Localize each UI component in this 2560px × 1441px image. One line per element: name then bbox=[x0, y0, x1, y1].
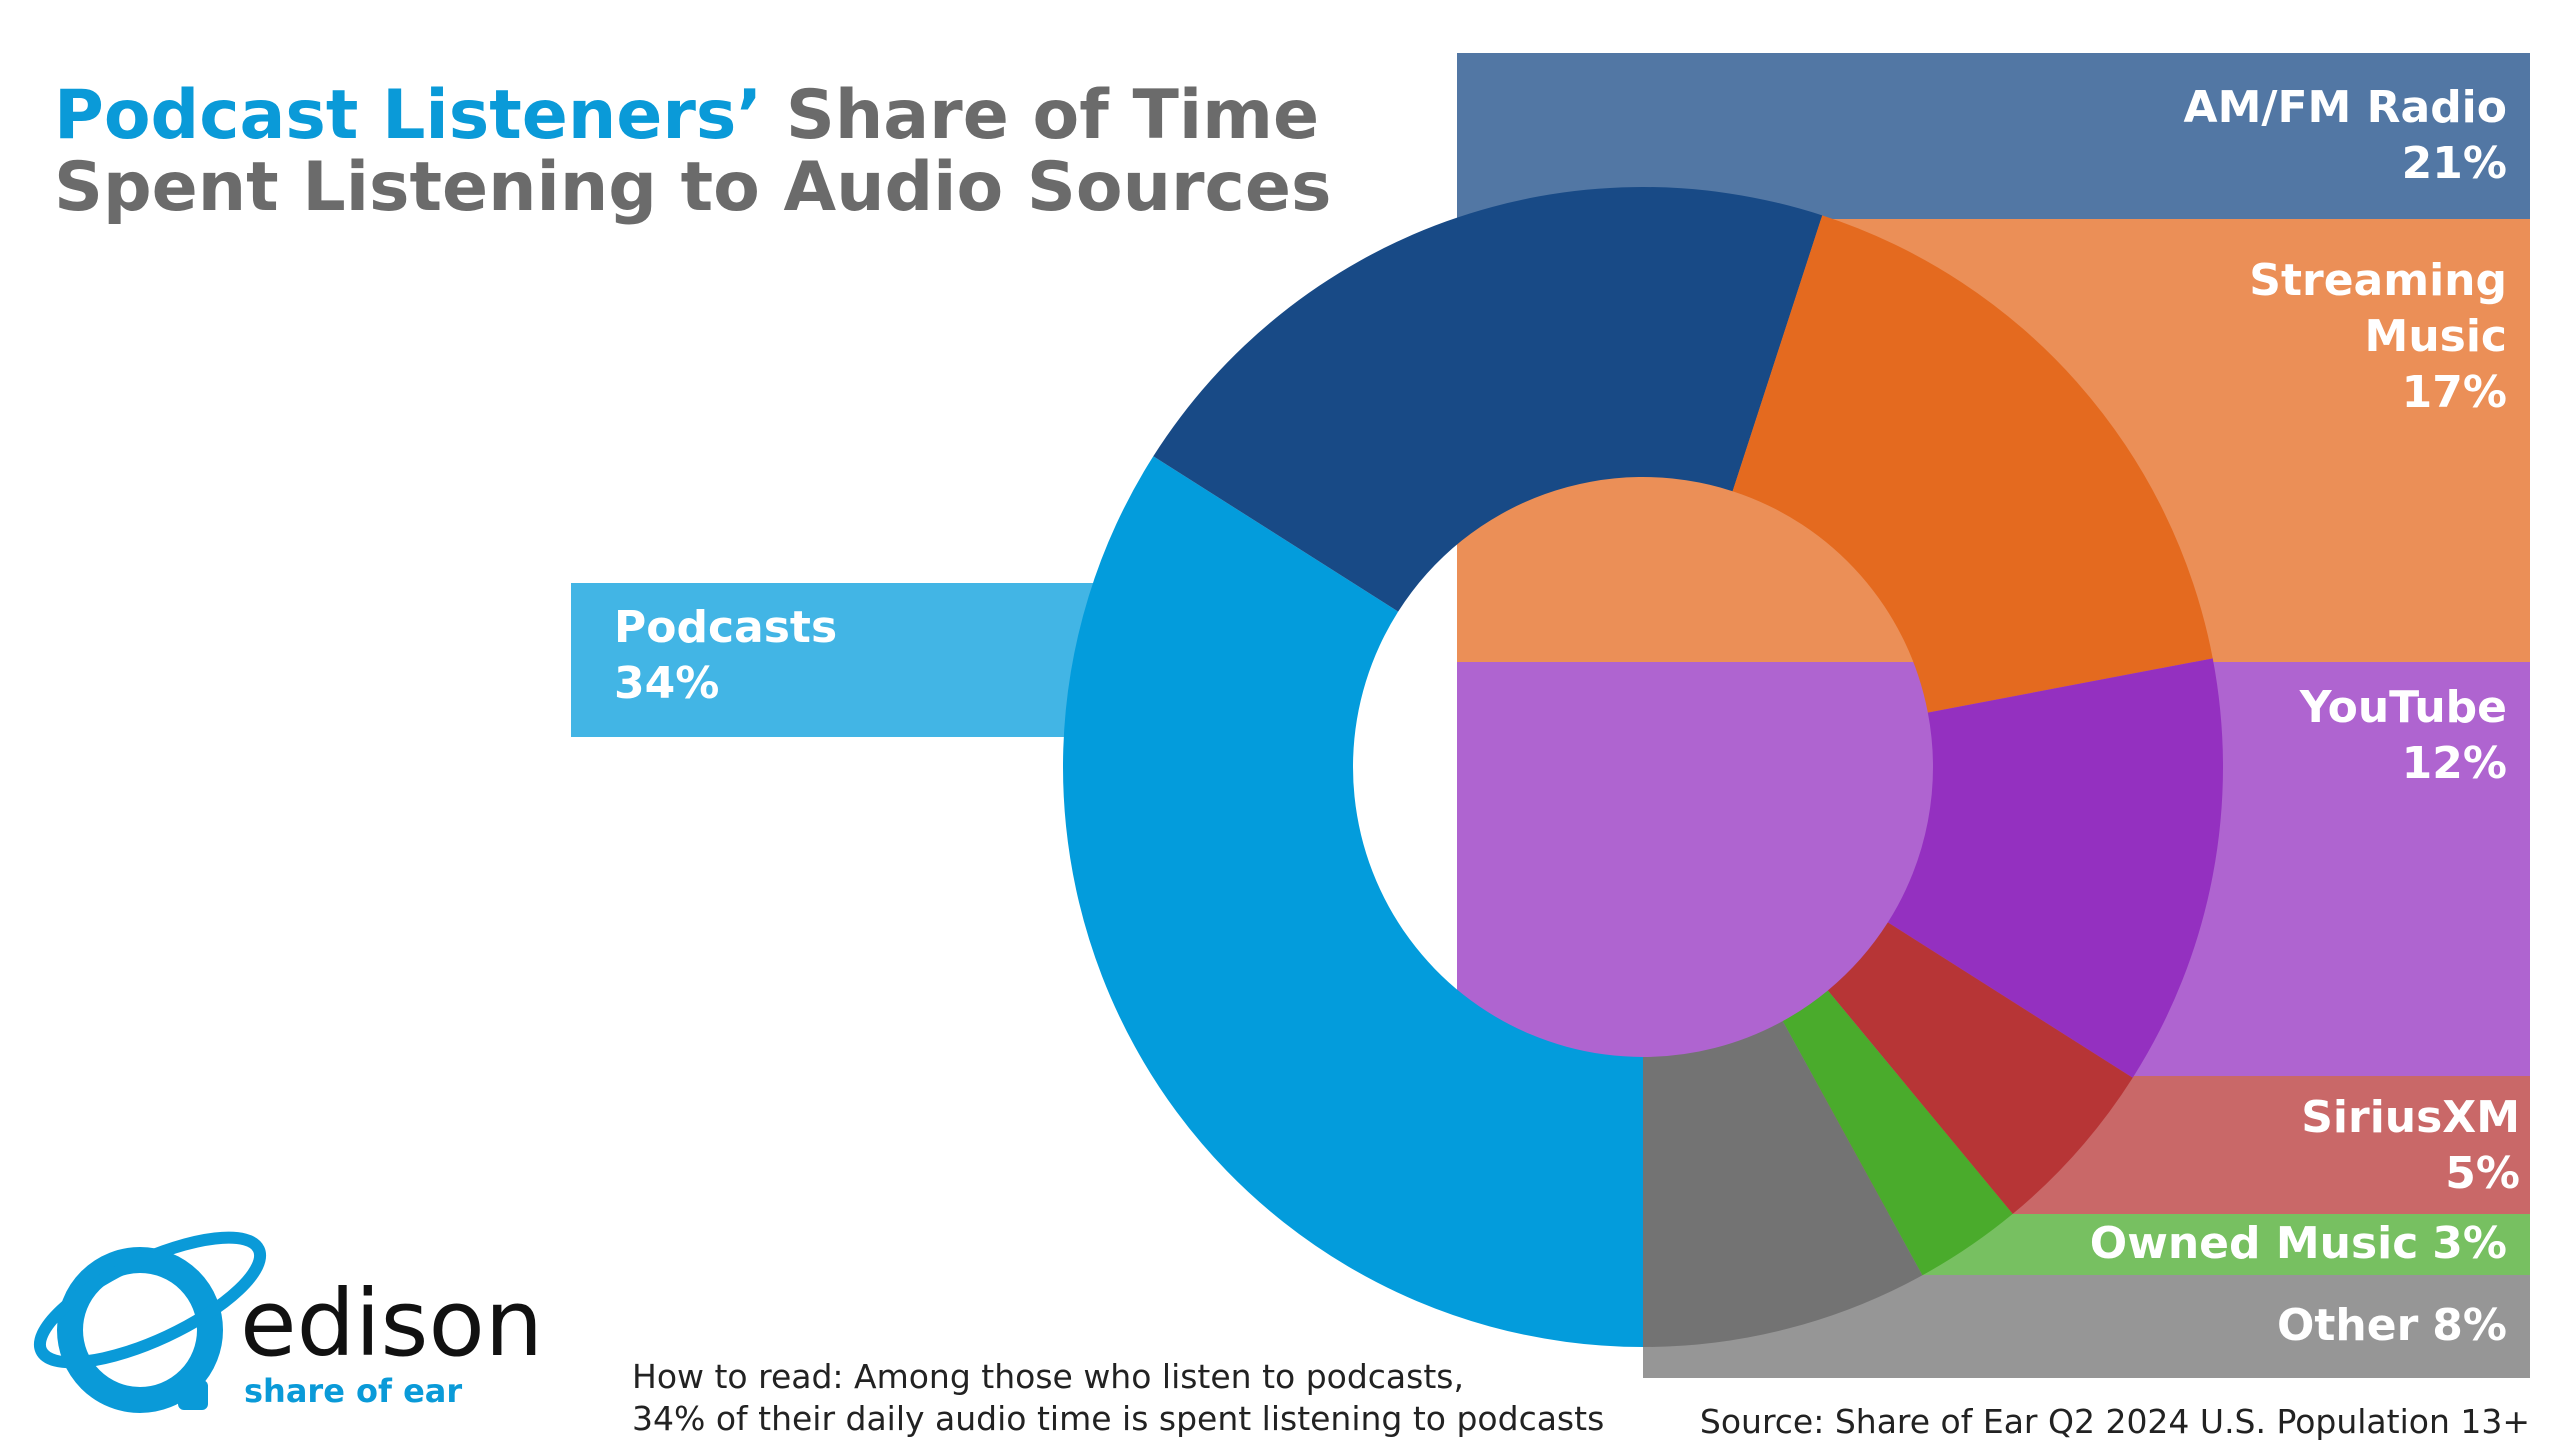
slice-value: 21% bbox=[2401, 138, 2507, 189]
title-highlight: Podcast Listeners’ bbox=[54, 76, 763, 155]
slice-label: SiriusXM 5% bbox=[2301, 1090, 2520, 1202]
slice-label: Other 8% bbox=[2277, 1298, 2507, 1354]
slice-name: Owned Music bbox=[2089, 1218, 2419, 1269]
slice-label: Streaming Music 17% bbox=[2177, 253, 2507, 421]
logo-icon bbox=[33, 1231, 267, 1413]
slice-value: 5% bbox=[2445, 1148, 2520, 1199]
logo-tagline: share of ear bbox=[244, 1372, 463, 1410]
slice-value: 17% bbox=[2401, 367, 2507, 418]
slice-label: AM/FM Radio 21% bbox=[2184, 80, 2507, 192]
note: How to read: Among those who listen to p… bbox=[632, 1356, 1604, 1440]
note-line: 34% of their daily audio time is spent l… bbox=[632, 1399, 1605, 1438]
donut-slice bbox=[1153, 186, 1823, 612]
slice-name: AM/FM Radio bbox=[2183, 82, 2507, 133]
slice-label: YouTube 12% bbox=[2300, 680, 2507, 792]
slice-name: SiriusXM bbox=[2301, 1092, 2520, 1143]
slice-name: Podcasts bbox=[614, 602, 838, 653]
chart-title: Podcast Listeners’ Share of Time Spent Li… bbox=[54, 80, 1331, 224]
slice-value: 3% bbox=[2432, 1218, 2507, 1269]
slice-name: Other bbox=[2276, 1300, 2419, 1351]
title-line: Spent Listening to Audio Sources bbox=[54, 148, 1332, 227]
donut-slice bbox=[1643, 1021, 1923, 1347]
donut-slice bbox=[1732, 215, 2213, 713]
donut-slice bbox=[1063, 456, 1643, 1347]
donut-slice bbox=[1887, 658, 2223, 1078]
note-line: How to read: Among those who listen to p… bbox=[632, 1357, 1464, 1396]
slice-name: Streaming Music bbox=[2249, 255, 2507, 362]
slice-label: Podcasts 34% bbox=[614, 600, 837, 712]
donut-slice bbox=[1827, 922, 2133, 1214]
donut-slice bbox=[1782, 990, 2013, 1276]
logo-name: edison bbox=[240, 1270, 544, 1377]
slice-name: YouTube bbox=[2299, 682, 2507, 733]
title-rest: Share of Time bbox=[785, 76, 1320, 155]
slice-label: Owned Music 3% bbox=[2090, 1216, 2507, 1272]
source: Source: Share of Ear Q2 2024 U.S. Popula… bbox=[1699, 1402, 2530, 1441]
slice-value: 34% bbox=[614, 658, 720, 709]
slice-value: 8% bbox=[2432, 1300, 2507, 1351]
slice-value: 12% bbox=[2401, 738, 2507, 789]
